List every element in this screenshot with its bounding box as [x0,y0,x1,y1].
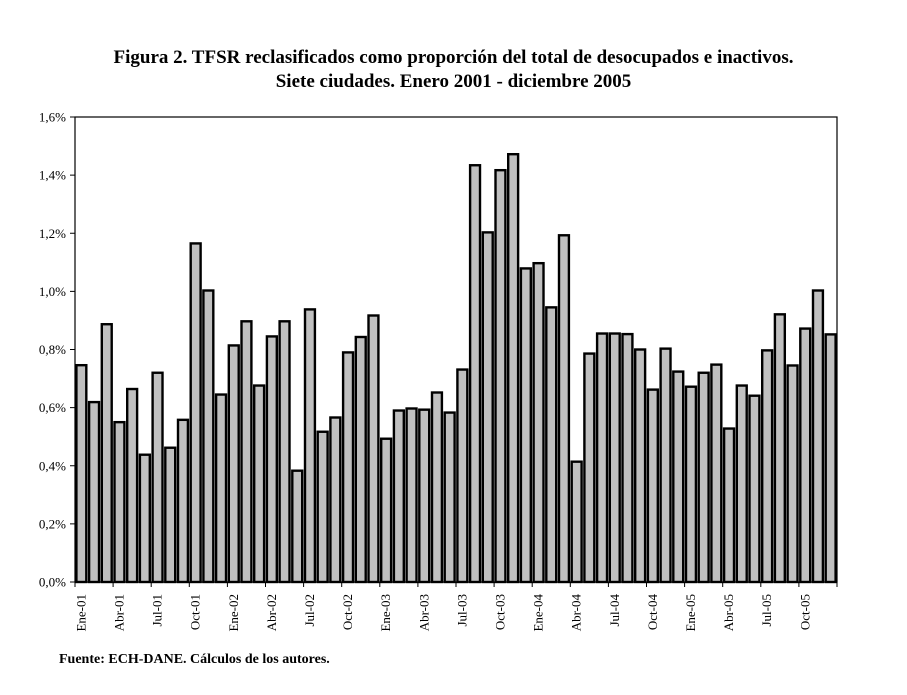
bar-Feb-05 [697,371,710,584]
bar-Dic-02 [367,314,380,584]
bar-May-02 [278,320,291,584]
x-tick-label: Jul-02 [302,594,317,627]
bar-Ene-05 [684,385,698,584]
bar-Abr-05 [722,427,736,584]
x-tick-label: Jul-01 [150,594,165,627]
x-tick-label: Abr-01 [111,594,126,631]
bar-Feb-01 [87,400,101,584]
bar-Abr-01 [113,420,126,584]
bar-Oct-01 [189,242,202,584]
bar-Mar-02 [252,384,266,584]
bar-Oct-02 [341,351,355,584]
x-tick-label: Ene-03 [378,594,393,632]
bar-Abr-02 [265,335,279,584]
x-tick-label: Oct-03 [492,594,507,630]
bar-Ago-02 [316,430,329,584]
x-tick-label: Oct-04 [645,594,660,631]
bar-Feb-04 [545,306,558,584]
x-tick-label: Oct-01 [188,594,203,630]
plot-frame [74,116,838,583]
chart-title-line1: Figura 2. TFSR reclasificados como propo… [113,47,794,68]
x-tick-label: Abr-02 [264,594,279,631]
bar-Sep-05 [786,364,799,584]
bar-Ago-05 [773,313,787,584]
bar-Jun-01 [138,453,152,584]
x-tick-label: Abr-04 [569,594,584,632]
y-tick-label: 0,4% [39,458,66,473]
y-tick-label: 1,6% [39,110,66,125]
y-tick-label: 0,8% [39,342,66,357]
bar-Ene-02 [227,344,240,584]
bar-Mar-05 [710,363,723,584]
x-axis: Ene-01 Abr-01 Jul-01 Oct-01 Ene-02 Abr-02 Jul-… [73,582,838,632]
x-tick-label: Oct-02 [340,594,355,630]
x-tick-label: Ene-05 [683,594,698,632]
chart-subtitle: Siete ciudades. Enero 2001 - diciembre 2… [275,71,632,92]
bar-Jul-04 [608,332,621,584]
bar-Mar-03 [405,407,418,584]
x-tick-label: Abr-03 [416,594,431,631]
bar-Oct-04 [646,388,660,584]
bar-Oct-03 [494,168,507,584]
bar-Ago-01 [164,446,177,584]
chart-title: Figura 2. TFSR reclasificados como propo… [0,46,907,94]
bar-Sep-03 [481,231,494,584]
bar-Sep-04 [634,348,647,584]
bar-Jul-03 [456,368,469,584]
bar-Ene-01 [75,363,88,584]
bar-Ene-03 [380,437,393,584]
bar-Dic-04 [672,370,685,584]
y-tick-label: 1,4% [39,168,66,183]
y-axis: 0,0% 0,2% 0,4% 0,6% 0,8% 1,0% 1,2% 1,4% 1,6% [39,110,75,590]
bar-Jun-05 [748,394,761,584]
bar-Dic-01 [214,393,228,584]
y-tick-label: 1,2% [39,226,66,241]
y-tick-label: 1,0% [39,284,66,299]
bar-Dic-03 [519,267,533,584]
bar-Nov-03 [507,152,520,584]
bar-Jun-04 [595,332,609,584]
bar-Abr-03 [418,408,431,584]
x-tick-label: Ene-04 [531,594,546,632]
x-tick-label: Abr-05 [721,594,736,631]
bar-Nov-04 [659,347,672,584]
bar-May-04 [583,352,596,584]
y-tick-label: 0,0% [39,575,66,590]
x-tick-label: Jul-05 [759,594,774,627]
bar-Abr-04 [570,460,583,584]
bar-Feb-03 [392,409,406,584]
bar-Oct-05 [799,327,812,584]
x-tick-label: Jul-04 [607,594,622,627]
bar-Sep-01 [176,418,190,584]
bar-Jul-05 [761,349,774,584]
x-tick-label: Ene-01 [73,594,88,632]
bar-May-05 [735,384,748,584]
bar-Sep-02 [329,416,342,584]
bars-group [75,152,837,584]
y-tick-label: 0,6% [39,400,66,415]
x-tick-label: Oct-05 [797,594,812,630]
x-tick-label: Ene-02 [226,594,241,632]
bar-Ene-04 [532,261,545,584]
bar-Mar-04 [557,234,571,584]
bar-May-01 [125,387,139,584]
bar-Jul-01 [151,371,164,584]
y-tick-label: 0,2% [39,516,66,531]
bar-Dic-05 [824,333,837,584]
bar-Nov-05 [811,289,825,584]
bar-Mar-01 [100,323,113,584]
bar-Nov-02 [354,335,367,584]
bar-Ago-03 [468,164,482,584]
bar-Jun-02 [291,469,304,584]
bar-Ago-04 [621,332,634,584]
bar-Jul-02 [303,308,317,584]
x-tick-label: Jul-03 [454,594,469,627]
bar-Feb-02 [240,320,253,584]
bar-May-03 [430,391,444,584]
bar-Nov-01 [202,289,215,584]
source-note: Fuente: ECH-DANE. Cálculos de los autore… [59,652,330,667]
bar-Jun-03 [443,411,456,584]
